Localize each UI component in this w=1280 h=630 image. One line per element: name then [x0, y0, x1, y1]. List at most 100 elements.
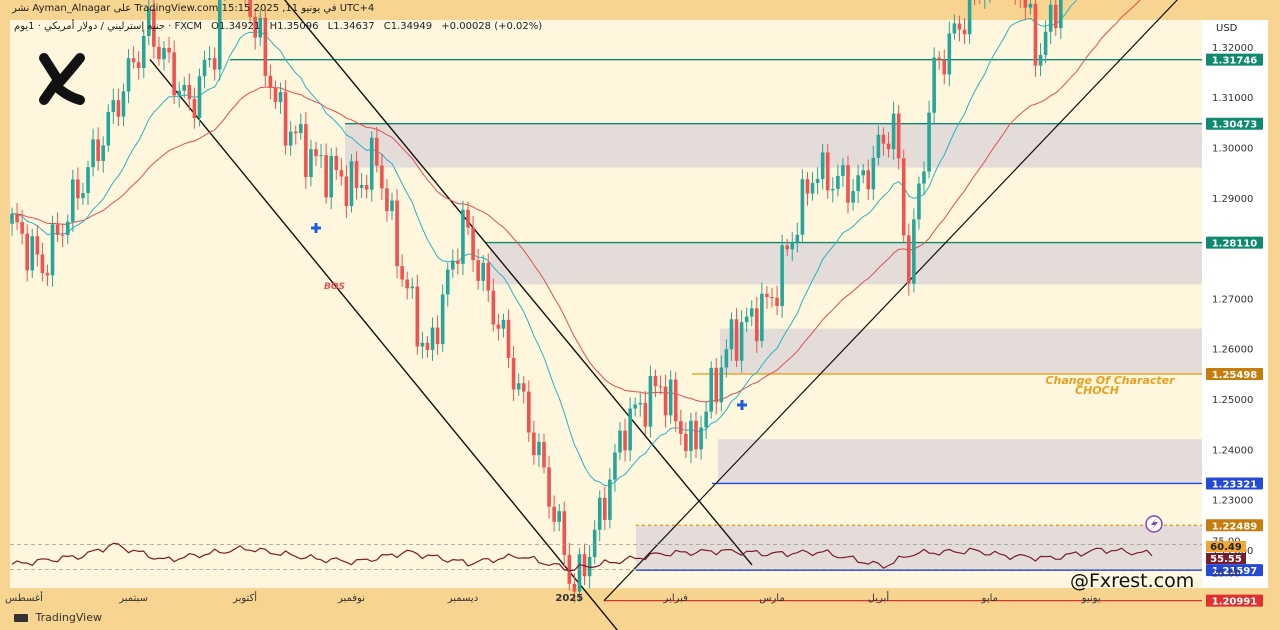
candle-body: [1033, 3, 1038, 66]
candle-body: [349, 161, 354, 207]
price-axis-tick: 1.27000: [1212, 294, 1253, 305]
descending-channel-lower: [149, 59, 619, 630]
time-axis-label: مارس: [759, 593, 784, 604]
candle-body: [268, 75, 273, 88]
candle-body: [491, 290, 496, 325]
candle-body: [1038, 54, 1043, 66]
candle-body: [40, 254, 45, 273]
candle-body: [359, 184, 364, 188]
candle-body: [663, 386, 668, 416]
lightning-icon[interactable]: [1145, 515, 1163, 533]
candle-body: [369, 137, 374, 190]
candle-body: [395, 200, 399, 267]
candle-body: [329, 156, 333, 198]
candle-body: [60, 234, 65, 236]
candle-body: [410, 286, 415, 289]
candle-body: [131, 58, 136, 63]
candle-body: [628, 408, 632, 451]
candle-body: [177, 90, 181, 96]
tradingview-label: TradingView: [35, 611, 102, 624]
brand-logo-icon: [39, 53, 85, 105]
candle-body: [121, 91, 126, 117]
candle-body: [521, 383, 526, 392]
tradingview-footer[interactable]: TradingView: [14, 611, 102, 624]
candle-body: [861, 170, 865, 176]
candle-body: [111, 100, 116, 113]
candle-body: [653, 376, 658, 387]
candle-body: [339, 170, 344, 177]
candle-body: [648, 376, 653, 427]
candle-body: [258, 17, 263, 38]
time-axis-label: أغسطس: [5, 591, 43, 604]
candle-body: [400, 266, 404, 280]
candle-body: [608, 479, 612, 520]
candle-body: [55, 224, 60, 235]
price-level-tag: [1206, 117, 1263, 130]
price-axis-tick: 1.29000: [1212, 194, 1253, 205]
candle-body: [425, 342, 430, 350]
candle-body: [71, 179, 75, 222]
candle-body: [785, 245, 789, 250]
candle-body: [390, 200, 394, 212]
candle-body: [10, 213, 14, 224]
candle-body: [537, 441, 541, 456]
high-value: H1.35096: [269, 21, 319, 32]
candle-body: [1028, 3, 1033, 8]
candle-body: [881, 134, 886, 144]
candle-body: [587, 557, 592, 577]
demand-zone: [718, 439, 1202, 484]
candle-body: [831, 188, 835, 191]
candle-body: [1048, 4, 1053, 32]
candle-body: [922, 171, 926, 184]
time-axis-label: نوفمبر: [337, 593, 365, 604]
candle-body: [147, 8, 151, 36]
candle-body: [755, 308, 759, 342]
low-value: L1.34637: [327, 21, 375, 32]
candle-body: [496, 324, 501, 329]
candle-body: [947, 33, 952, 75]
candle-body: [572, 583, 577, 592]
candle-body: [962, 29, 967, 35]
price-level-label: 1.25498: [1212, 370, 1258, 381]
candle-body: [202, 59, 207, 77]
candle-body: [577, 554, 582, 592]
time-axis-label: سبتمبر: [118, 593, 148, 604]
ascending-trendline: [603, 0, 1178, 602]
candle-body: [451, 260, 455, 270]
candle-body: [106, 112, 111, 146]
candle-body: [684, 433, 688, 451]
candle-body: [253, 16, 257, 38]
currency-label[interactable]: USD: [1216, 23, 1238, 34]
candle-body: [288, 131, 293, 146]
candle-body: [471, 227, 475, 261]
candle-body: [420, 342, 425, 347]
price-level-tag: [1206, 519, 1263, 532]
candle-body: [1059, 0, 1063, 29]
candle-body: [248, 0, 252, 17]
candle-body: [815, 179, 820, 184]
candle-body: [704, 411, 708, 428]
candle-body: [304, 124, 308, 178]
candle-body: [851, 191, 855, 203]
close-value: C1.34949: [383, 21, 433, 32]
candle-body: [486, 262, 491, 291]
candle-body: [562, 511, 567, 555]
candle-body: [50, 224, 55, 276]
candle-body: [30, 236, 35, 271]
candle-body: [212, 58, 217, 70]
candle-body: [435, 327, 440, 345]
candle-body: [552, 506, 556, 522]
candle-body: [907, 235, 911, 284]
candle-body: [729, 319, 734, 350]
candle-body: [957, 23, 962, 30]
candle-body: [172, 52, 176, 96]
candle-body: [532, 432, 536, 456]
candle-body: [810, 183, 815, 194]
candle-body: [314, 149, 318, 157]
symbol-name[interactable]: جنيه إسترليني / دولار أمريكي · 1يوم · FX…: [14, 21, 202, 32]
candle-body: [937, 57, 941, 61]
candle-body: [932, 57, 936, 113]
candle-body: [364, 184, 369, 190]
candle-body: [101, 145, 105, 162]
